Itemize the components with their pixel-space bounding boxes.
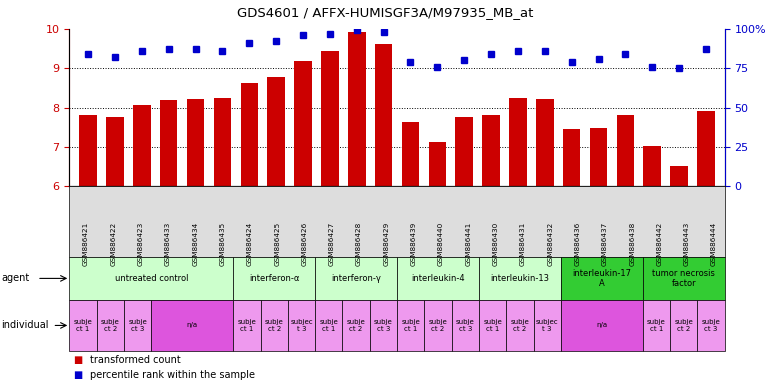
Bar — [509, 98, 527, 186]
Text: GSM886432: GSM886432 — [547, 222, 554, 266]
Text: subje
ct 2: subje ct 2 — [510, 319, 530, 332]
Bar — [348, 32, 365, 186]
Bar — [106, 118, 124, 186]
Text: subje
ct 3: subje ct 3 — [374, 319, 392, 332]
Text: GSM886425: GSM886425 — [274, 222, 280, 266]
Text: GSM886422: GSM886422 — [110, 222, 116, 266]
Text: ■: ■ — [73, 370, 82, 380]
Bar — [133, 105, 150, 186]
Text: interleukin-4: interleukin-4 — [411, 274, 465, 283]
Text: subje
ct 1: subje ct 1 — [319, 319, 338, 332]
Text: GSM886431: GSM886431 — [520, 222, 526, 266]
Text: transformed count: transformed count — [90, 355, 181, 365]
Bar — [322, 51, 338, 186]
Text: GSM886440: GSM886440 — [438, 222, 444, 266]
Text: interleukin-17
A: interleukin-17 A — [572, 269, 631, 288]
Text: tumor necrosis
factor: tumor necrosis factor — [652, 269, 715, 288]
Bar — [456, 118, 473, 186]
Text: subje
ct 1: subje ct 1 — [237, 319, 256, 332]
Bar — [644, 146, 661, 186]
Bar — [617, 114, 634, 186]
Text: subje
ct 1: subje ct 1 — [647, 319, 666, 332]
Text: subje
ct 1: subje ct 1 — [402, 319, 420, 332]
Text: GSM886434: GSM886434 — [192, 222, 198, 266]
Text: subje
ct 1: subje ct 1 — [74, 319, 93, 332]
Text: GSM886428: GSM886428 — [356, 222, 362, 266]
Text: interleukin-13: interleukin-13 — [490, 274, 550, 283]
Text: subje
ct 3: subje ct 3 — [456, 319, 475, 332]
Text: subje
ct 2: subje ct 2 — [101, 319, 120, 332]
Text: ■: ■ — [73, 355, 82, 365]
Bar — [670, 166, 688, 186]
Text: GSM886437: GSM886437 — [602, 222, 608, 266]
Text: subje
ct 2: subje ct 2 — [429, 319, 447, 332]
Text: untreated control: untreated control — [115, 274, 188, 283]
Text: percentile rank within the sample: percentile rank within the sample — [90, 370, 255, 380]
Bar — [697, 111, 715, 186]
Bar — [375, 44, 392, 186]
Bar — [402, 122, 419, 186]
Text: GSM886426: GSM886426 — [301, 222, 308, 266]
Text: GDS4601 / AFFX-HUMISGF3A/M97935_MB_at: GDS4601 / AFFX-HUMISGF3A/M97935_MB_at — [237, 6, 534, 19]
Bar — [241, 83, 258, 186]
Text: GSM886444: GSM886444 — [711, 222, 717, 266]
Bar — [187, 99, 204, 186]
Text: GSM886430: GSM886430 — [493, 222, 499, 266]
Bar — [268, 77, 285, 186]
Text: GSM886429: GSM886429 — [383, 222, 389, 266]
Text: GSM886438: GSM886438 — [629, 222, 635, 266]
Text: GSM886421: GSM886421 — [83, 222, 89, 266]
Text: GSM886433: GSM886433 — [165, 222, 171, 266]
Bar — [79, 114, 97, 186]
Text: GSM886436: GSM886436 — [574, 222, 581, 266]
Bar — [295, 61, 311, 186]
Bar — [429, 142, 446, 186]
Text: subje
ct 3: subje ct 3 — [128, 319, 147, 332]
Text: subje
ct 3: subje ct 3 — [702, 319, 720, 332]
Text: interferon-α: interferon-α — [249, 274, 299, 283]
Text: n/a: n/a — [187, 323, 198, 328]
Text: individual: individual — [2, 320, 49, 331]
Text: GSM886424: GSM886424 — [247, 222, 253, 266]
Text: agent: agent — [2, 273, 30, 283]
Text: subje
ct 2: subje ct 2 — [264, 319, 284, 332]
Text: interferon-γ: interferon-γ — [332, 274, 381, 283]
Text: GSM886439: GSM886439 — [411, 222, 416, 266]
Text: n/a: n/a — [596, 323, 608, 328]
Bar — [483, 115, 500, 186]
Text: GSM886441: GSM886441 — [466, 222, 471, 266]
Text: GSM886423: GSM886423 — [138, 222, 143, 266]
Text: subje
ct 1: subje ct 1 — [483, 319, 502, 332]
Text: GSM886443: GSM886443 — [684, 222, 690, 266]
Bar — [536, 99, 554, 186]
Text: GSM886435: GSM886435 — [220, 222, 226, 266]
Bar — [214, 98, 231, 186]
Text: GSM886442: GSM886442 — [656, 222, 662, 266]
Text: subje
ct 2: subje ct 2 — [675, 319, 693, 332]
Bar — [590, 128, 608, 186]
Text: GSM886427: GSM886427 — [328, 222, 335, 266]
Bar — [160, 101, 177, 186]
Text: subjec
t 3: subjec t 3 — [536, 319, 558, 332]
Bar — [563, 129, 581, 186]
Text: subjec
t 3: subjec t 3 — [290, 319, 313, 332]
Text: subje
ct 2: subje ct 2 — [347, 319, 365, 332]
